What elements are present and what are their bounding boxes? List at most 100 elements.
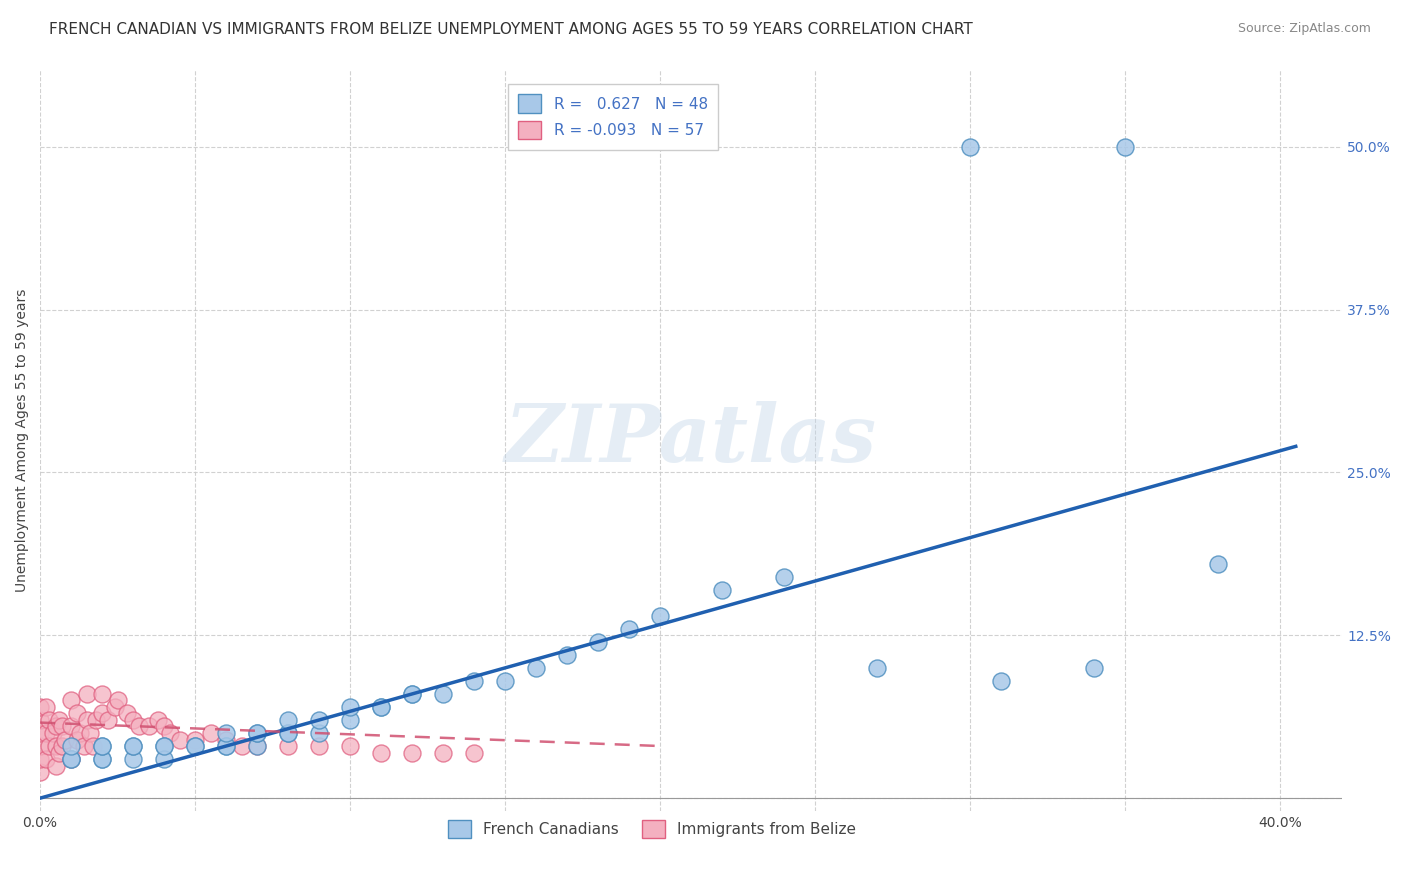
Point [60, 752, 83, 766]
Point [91, 752, 114, 766]
Point [308, 713, 330, 727]
Point [91, 706, 114, 721]
Point [277, 726, 299, 740]
Point [463, 673, 485, 688]
Point [308, 739, 330, 753]
Point [246, 739, 269, 753]
Point [66, 706, 89, 721]
Point [35, 700, 58, 714]
Point [122, 752, 145, 766]
Point [184, 732, 207, 747]
Point [48, 713, 70, 727]
Point [246, 726, 269, 740]
Point [138, 719, 160, 733]
Point [30, 739, 52, 753]
Point [82, 739, 104, 753]
Point [91, 739, 114, 753]
Point [91, 739, 114, 753]
Point [277, 726, 299, 740]
Point [30, 713, 52, 727]
Point [60, 752, 83, 766]
Point [215, 726, 238, 740]
Point [146, 713, 169, 727]
Point [432, 746, 454, 760]
Point [60, 693, 83, 707]
Point [370, 746, 392, 760]
Point [432, 687, 454, 701]
Point [60, 719, 83, 733]
Point [45, 739, 67, 753]
Point [339, 739, 361, 753]
Point [184, 739, 207, 753]
Point [401, 687, 423, 701]
Point [246, 726, 269, 740]
Point [30, 765, 52, 780]
Point [60, 752, 83, 766]
Point [48, 746, 70, 760]
Point [38, 713, 60, 727]
Point [30, 700, 52, 714]
Point [215, 739, 238, 753]
Point [215, 732, 238, 747]
Point [107, 693, 129, 707]
Point [91, 752, 114, 766]
Text: Source: ZipAtlas.com: Source: ZipAtlas.com [1237, 22, 1371, 36]
Point [200, 726, 222, 740]
Point [1206, 557, 1229, 571]
Point [84, 713, 107, 727]
Point [76, 713, 98, 727]
Point [401, 746, 423, 760]
Point [370, 700, 392, 714]
Point [45, 719, 67, 733]
Point [153, 739, 176, 753]
Point [76, 687, 98, 701]
Point [97, 713, 120, 727]
Point [866, 661, 889, 675]
Point [959, 139, 981, 153]
Point [524, 661, 547, 675]
Point [231, 739, 253, 753]
Point [153, 752, 176, 766]
Point [1083, 661, 1105, 675]
Text: ZIPatlas: ZIPatlas [505, 401, 877, 479]
Point [169, 732, 191, 747]
Point [51, 719, 73, 733]
Point [30, 752, 52, 766]
Point [79, 726, 101, 740]
Point [153, 719, 176, 733]
Point [30, 726, 52, 740]
Point [401, 687, 423, 701]
Point [128, 719, 150, 733]
Point [773, 569, 796, 583]
Point [60, 739, 83, 753]
Point [1114, 139, 1136, 153]
Point [53, 732, 76, 747]
Point [159, 726, 181, 740]
Point [122, 713, 145, 727]
Point [35, 726, 58, 740]
Point [308, 726, 330, 740]
Point [277, 739, 299, 753]
Point [215, 739, 238, 753]
Point [586, 635, 609, 649]
Point [339, 700, 361, 714]
Point [339, 713, 361, 727]
Point [115, 706, 138, 721]
Point [370, 700, 392, 714]
Point [103, 700, 125, 714]
Point [277, 713, 299, 727]
Point [246, 739, 269, 753]
Point [122, 739, 145, 753]
Point [153, 739, 176, 753]
Point [35, 752, 58, 766]
Point [650, 608, 672, 623]
Point [45, 758, 67, 772]
Point [555, 648, 578, 662]
Point [494, 673, 516, 688]
Point [990, 673, 1012, 688]
Point [463, 746, 485, 760]
Point [617, 622, 640, 636]
Point [184, 739, 207, 753]
Y-axis label: Unemployment Among Ages 55 to 59 years: Unemployment Among Ages 55 to 59 years [15, 288, 30, 591]
Point [51, 739, 73, 753]
